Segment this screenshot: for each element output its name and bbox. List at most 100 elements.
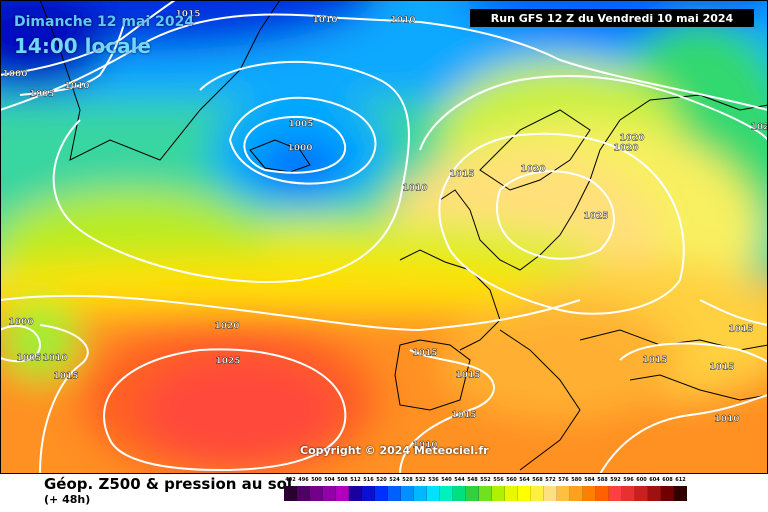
legend-swatch (492, 486, 505, 501)
run-info: Run GFS 12 Z du Vendredi 10 mai 2024 (470, 9, 754, 27)
legend-swatch (622, 486, 635, 501)
isobar-label: 1015 (449, 170, 474, 180)
legend-swatch (557, 486, 570, 501)
legend-label: 568 (532, 477, 543, 483)
legend-swatch (466, 486, 479, 501)
isobar-label: 1010 (42, 354, 67, 364)
legend-label: 608 (662, 477, 673, 483)
legend-swatch (284, 486, 297, 501)
isobar-label: 1005 (288, 120, 313, 130)
legend-label: 572 (545, 477, 556, 483)
legend-label: 500 (311, 477, 322, 483)
legend-swatch (440, 486, 453, 501)
isobar-label: 1015 (451, 411, 476, 421)
legend-swatch (310, 486, 323, 501)
isobar-label: 1010 (312, 16, 337, 26)
legend-swatch (336, 486, 349, 501)
forecast-range: (+ 48h) (44, 493, 91, 506)
isobar-lines (0, 0, 768, 474)
legend-label: 552 (480, 477, 491, 483)
map-title: Géop. Z500 & pression au sol (44, 475, 293, 493)
legend-swatch (674, 486, 687, 501)
isobar-label: 1025 (583, 212, 608, 222)
legend-swatch (596, 486, 609, 501)
legend-label: 492 (285, 477, 296, 483)
isobar-label: 1015 (175, 10, 200, 20)
legend-label: 600 (636, 477, 647, 483)
legend-label: 524 (389, 477, 400, 483)
legend-label: 564 (519, 477, 530, 483)
legend-label: 588 (597, 477, 608, 483)
legend-swatch (388, 486, 401, 501)
legend-swatch (635, 486, 648, 501)
legend-swatch (375, 486, 388, 501)
legend-swatch (414, 486, 427, 501)
legend-swatch (453, 486, 466, 501)
isobar-label: 1000 (2, 70, 27, 80)
isobar-label: 1000 (8, 318, 33, 328)
legend-swatch (401, 486, 414, 501)
legend-swatch (362, 486, 375, 501)
isobar-label: 1010 (390, 16, 415, 26)
legend-swatch (323, 486, 336, 501)
legend-swatch (544, 486, 557, 501)
legend-labels: 492 496 500 504 508 512 516 520 524 528 532 536 540 5… (284, 477, 752, 483)
legend-label: 556 (493, 477, 504, 483)
forecast-time: 14:00 locale (14, 34, 151, 58)
legend-swatch (479, 486, 492, 501)
legend-label: 548 (467, 477, 478, 483)
isobar-label: 1015 (642, 356, 667, 366)
isobar-label: 1010 (402, 184, 427, 194)
legend-label: 512 (350, 477, 361, 483)
legend-label: 532 (415, 477, 426, 483)
color-legend: 492 496 500 504 508 512 516 520 524 528 532 536 540 5… (284, 477, 752, 501)
isobar-label: 1000 (287, 144, 312, 154)
legend-swatch (349, 486, 362, 501)
legend-swatch (609, 486, 622, 501)
legend-label: 576 (558, 477, 569, 483)
legend-label: 544 (454, 477, 465, 483)
legend-label: 540 (441, 477, 452, 483)
legend-swatch (648, 486, 661, 501)
coastlines (39, 0, 768, 471)
copyright-notice: Copyright © 2024 Meteociel.fr (300, 444, 489, 457)
legend-label: 516 (363, 477, 374, 483)
isobar-label: 1015 (728, 325, 753, 335)
geopotential-field (0, 0, 768, 474)
legend-swatches (284, 486, 752, 501)
legend-swatch (518, 486, 531, 501)
isobar-label: 1015 (53, 372, 78, 382)
isobar-label: 1020 (520, 165, 545, 175)
legend-label: 496 (298, 477, 309, 483)
legend-label: 536 (428, 477, 439, 483)
legend-swatch (297, 486, 310, 501)
legend-label: 580 (571, 477, 582, 483)
legend-label: 560 (506, 477, 517, 483)
legend-swatch (531, 486, 544, 501)
legend-label: 520 (376, 477, 387, 483)
legend-swatch (661, 486, 674, 501)
legend-swatch (505, 486, 518, 501)
isobar-label: 1020 (619, 134, 644, 144)
isobar-label: 1020 (613, 144, 638, 154)
isobar-label: 1015 (709, 363, 734, 373)
legend-label: 596 (623, 477, 634, 483)
legend-label: 612 (675, 477, 686, 483)
legend-label: 504 (324, 477, 335, 483)
isobar-label: 1005 (16, 354, 41, 364)
legend-label: 604 (649, 477, 660, 483)
legend-label: 584 (584, 477, 595, 483)
isobar-label: 1010 (412, 441, 437, 451)
isobar-label: 1005 (29, 90, 54, 100)
isobar-label: 1025 (215, 357, 240, 367)
legend-swatch (570, 486, 583, 501)
legend-swatch (583, 486, 596, 501)
isobar-label: 1020 (214, 322, 239, 332)
legend-label: 592 (610, 477, 621, 483)
isobar-label: 1015 (455, 371, 480, 381)
legend-swatch (427, 486, 440, 501)
legend-label: 508 (337, 477, 348, 483)
isobar-label: 1015 (412, 349, 437, 359)
